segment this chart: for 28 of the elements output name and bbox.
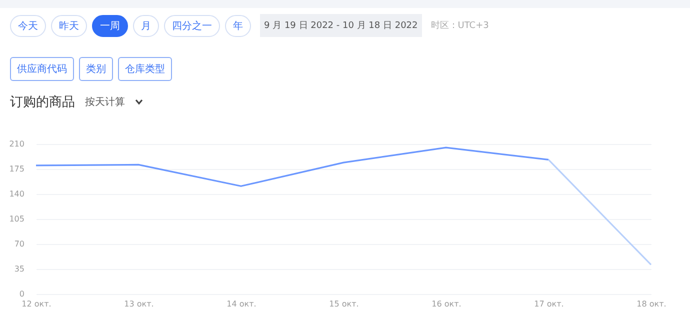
filter-button: 仓库类型	[118, 57, 172, 81]
text: 时区：UTC+3	[430, 20, 489, 32]
x-tick-label: 18 окт.	[636, 300, 666, 308]
x-tick-label: 12 окт.	[22, 300, 52, 308]
y-tick-label: 35	[14, 264, 24, 274]
x-tick-label: 15 окт.	[329, 300, 359, 308]
period-button: 昨天	[51, 14, 87, 36]
text: 按天计算	[85, 96, 125, 109]
period-button: 年	[225, 14, 251, 36]
chart-title: 订购的商品	[10, 94, 75, 111]
period-button: 一周	[92, 14, 128, 36]
y-tick-label: 0	[19, 290, 24, 298]
filter-button: 供应商代码	[10, 57, 74, 81]
y-tick-label: 140	[9, 190, 24, 198]
x-tick-label: 14 окт.	[226, 300, 256, 308]
y-tick-label: 70	[14, 240, 24, 248]
period-button: 月	[133, 14, 159, 36]
y-tick-label: 105	[9, 214, 24, 224]
y-tick-label: 175	[9, 164, 24, 174]
period-button: 四分之一	[164, 14, 220, 36]
period-button: 今天	[10, 14, 46, 36]
x-tick-label: 17 окт.	[534, 300, 564, 308]
x-tick-label: 13 окт.	[124, 300, 154, 308]
x-tick-label: 16 окт.	[432, 300, 462, 308]
filter-button: 类别	[79, 57, 113, 81]
line-series	[35, 146, 550, 187]
y-tick-label: 210	[9, 140, 24, 148]
date-range-field: 9 月 19 日 2022 - 10 月 18 日 2022	[260, 14, 422, 37]
